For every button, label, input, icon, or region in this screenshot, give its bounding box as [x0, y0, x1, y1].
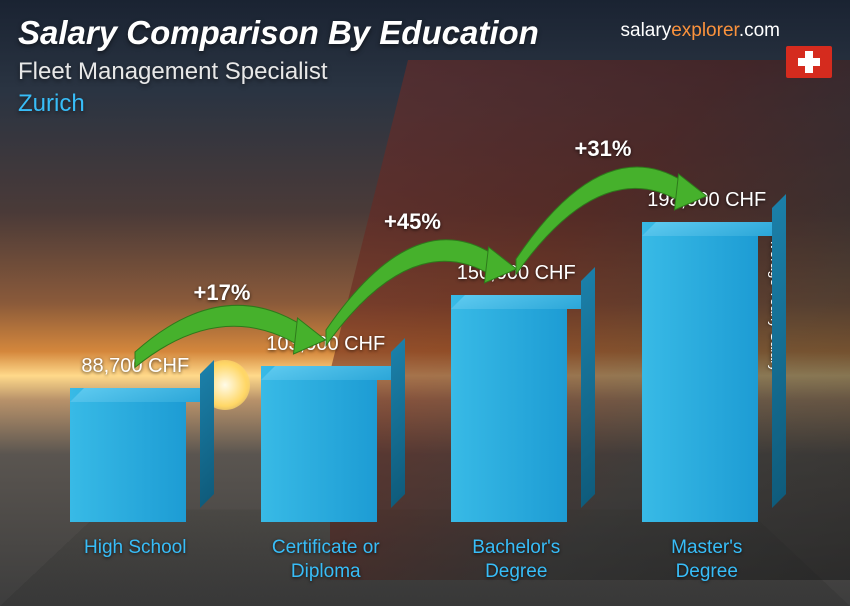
bar-3d: [451, 295, 581, 522]
bar-value: 88,700 CHF: [81, 355, 189, 378]
bar-label: High School: [84, 536, 186, 584]
bar-label: Certificate orDiploma: [272, 536, 380, 584]
brand-prefix: salary: [621, 20, 672, 41]
bar-3d: [642, 222, 772, 522]
bar-value: 103,000 CHF: [266, 333, 385, 356]
job-title: Fleet Management Specialist: [18, 58, 832, 86]
jump-percentage: +45%: [384, 209, 441, 235]
bar-value: 150,000 CHF: [457, 262, 576, 285]
bar-group: 88,700 CHF High School: [50, 355, 220, 584]
bar-value: 198,000 CHF: [647, 189, 766, 212]
jump-percentage: +17%: [194, 280, 251, 306]
jump-percentage: +31%: [575, 136, 632, 162]
bar-group: 198,000 CHF Master'sDegree: [622, 189, 792, 584]
bar-3d: [261, 366, 391, 522]
bar-3d: [70, 388, 200, 522]
brand-accent: explorer: [671, 20, 739, 41]
flag-switzerland-icon: [786, 46, 832, 78]
bar-label: Master'sDegree: [671, 536, 742, 584]
location: Zurich: [18, 90, 832, 118]
bar-group: 150,000 CHF Bachelor'sDegree: [431, 262, 601, 584]
bar-group: 103,000 CHF Certificate orDiploma: [241, 333, 411, 584]
brand-suffix: .com: [739, 20, 780, 41]
bar-label: Bachelor'sDegree: [472, 536, 560, 584]
brand-logo: salaryexplorer.com: [621, 20, 780, 42]
